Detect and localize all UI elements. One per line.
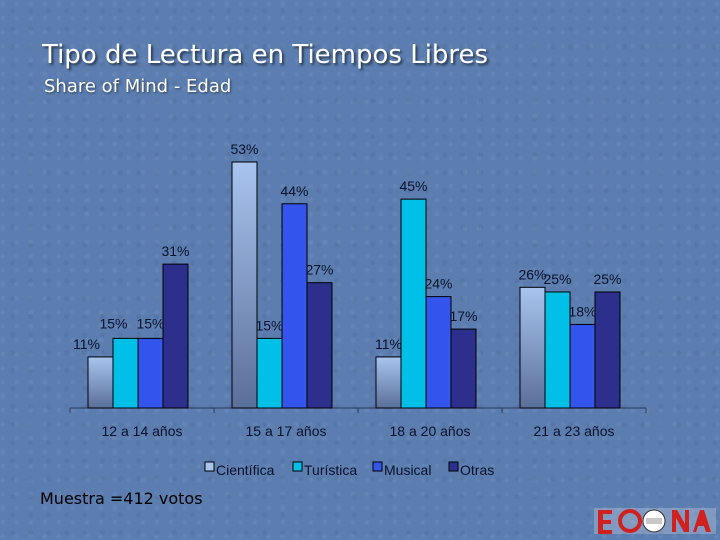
data-label: 18% xyxy=(568,303,596,319)
data-label: 11% xyxy=(375,336,402,352)
legend-entry: Turística xyxy=(304,462,357,478)
data-label: 15% xyxy=(136,315,164,331)
bar-4-1 xyxy=(162,263,189,409)
sample-note: Muestra =412 votos xyxy=(40,489,203,508)
data-label: 25% xyxy=(593,271,621,287)
legend-swatch xyxy=(204,461,215,472)
data-label: 27% xyxy=(305,262,333,278)
data-label: 17% xyxy=(449,308,477,324)
bar-4-2 xyxy=(306,282,333,409)
data-label: 26% xyxy=(518,266,546,282)
bar-3-4 xyxy=(569,323,596,409)
x-tick-label: 18 a 20 años xyxy=(390,423,471,439)
bar-3-1 xyxy=(137,337,164,409)
data-label: 15% xyxy=(255,317,283,333)
legend-swatch xyxy=(448,461,459,472)
bar-4-4 xyxy=(594,291,621,409)
bar-2-2 xyxy=(256,337,283,409)
bar-2-3 xyxy=(400,198,427,409)
data-label: 15% xyxy=(99,315,127,331)
bar-2-4 xyxy=(544,291,571,409)
bar-3-3 xyxy=(425,296,452,409)
bar-1-3 xyxy=(375,356,402,409)
bar-1-1 xyxy=(87,356,114,409)
bar-3-2 xyxy=(281,203,308,409)
slide-subtitle: Share of Mind - Edad xyxy=(44,76,232,97)
legend-entry: Otras xyxy=(460,462,494,478)
company-logo xyxy=(594,508,716,534)
legend-entry: Científica xyxy=(216,462,275,478)
slide-title: Tipo de Lectura en Tiempos Libres xyxy=(42,40,489,70)
legend-entry: Musical xyxy=(384,462,431,478)
x-tick-label: 12 a 14 años xyxy=(102,423,183,439)
legend-swatch xyxy=(292,461,303,472)
data-label: 44% xyxy=(280,183,308,199)
bar-1-4 xyxy=(519,286,546,409)
legend-swatch xyxy=(372,461,383,472)
data-label: 11% xyxy=(73,336,100,352)
data-label: 45% xyxy=(399,178,427,194)
x-tick-label: 15 a 17 años xyxy=(246,423,327,439)
data-label: 31% xyxy=(161,243,189,259)
x-tick-label: 21 a 23 años xyxy=(534,423,615,439)
bar-4-3 xyxy=(450,328,477,409)
data-label: 25% xyxy=(543,271,571,287)
bar-2-1 xyxy=(112,337,139,409)
data-label: 53% xyxy=(230,141,258,157)
data-label: 24% xyxy=(424,276,452,292)
bar-1-2 xyxy=(231,161,258,409)
